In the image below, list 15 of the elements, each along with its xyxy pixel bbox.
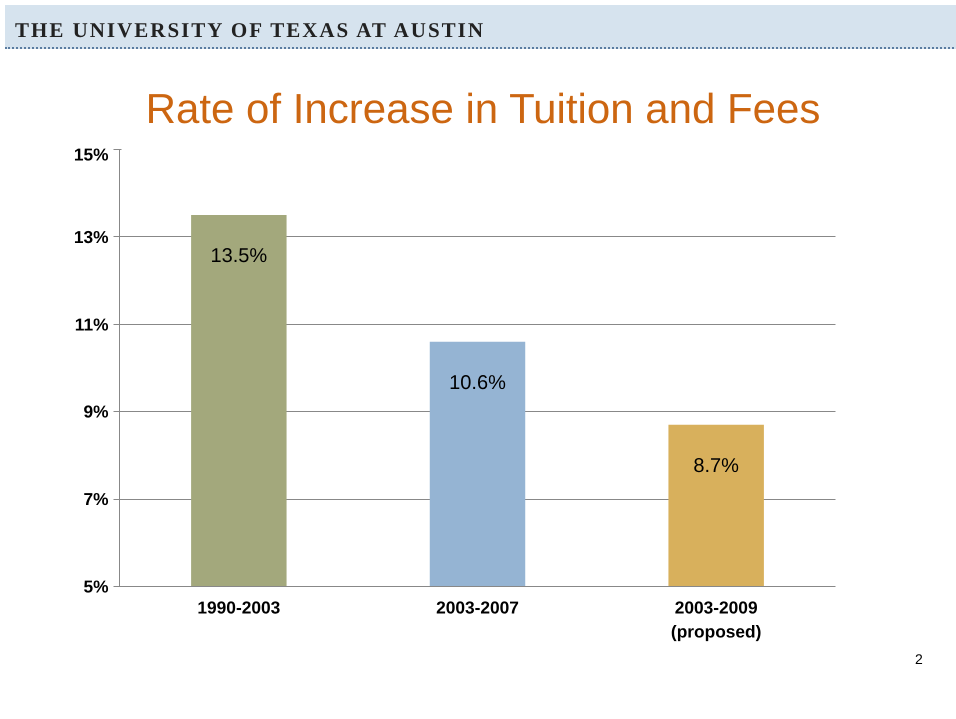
data-label: 13.5% bbox=[210, 245, 268, 268]
y-tick-label: 7% bbox=[83, 489, 108, 510]
x-tick-label: 1990-2003 bbox=[197, 598, 281, 618]
y-tick-label: 13% bbox=[74, 226, 109, 247]
data-label: 8.7% bbox=[693, 454, 740, 477]
x-tick-label: 2003-2007 bbox=[436, 598, 519, 618]
y-tick-label: 15% bbox=[74, 144, 109, 164]
text: 2 bbox=[915, 650, 923, 669]
x-tick-label: 2003-2009 (proposed) bbox=[670, 598, 762, 642]
text: THE UNIVERSITY OF TEXAS AT AUSTIN bbox=[15, 17, 485, 44]
y-tick-label: 9% bbox=[83, 402, 108, 422]
y-tick-label: 11% bbox=[74, 314, 109, 334]
chart-title: Rate of Increase in Tuition and Fees bbox=[146, 84, 820, 134]
y-tick-label: 5% bbox=[83, 576, 108, 596]
data-label: 10.6% bbox=[449, 372, 506, 394]
